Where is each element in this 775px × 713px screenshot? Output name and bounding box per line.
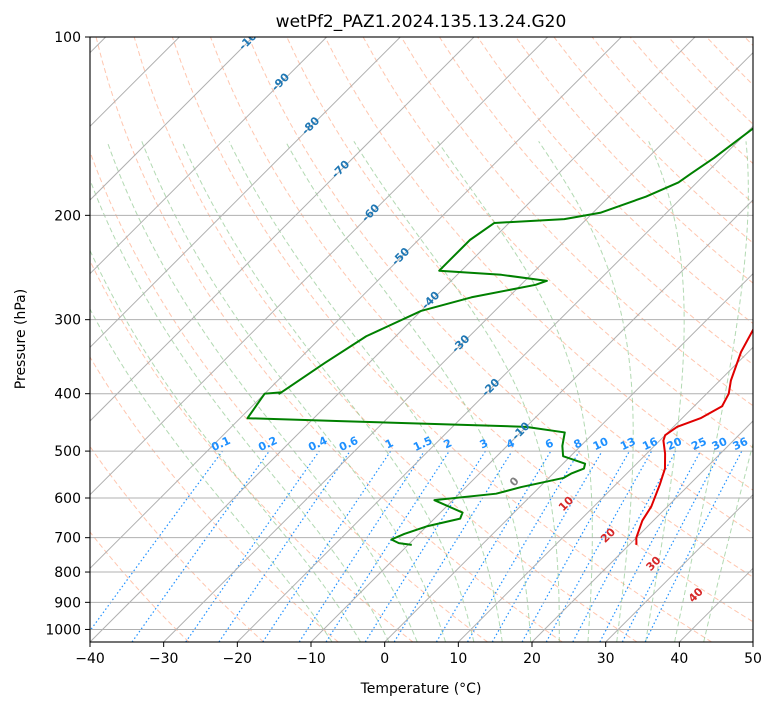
y-tick-label: 100 [54, 30, 81, 46]
mixing-ratio-label: 2 [442, 436, 454, 451]
plot-frame [90, 37, 753, 642]
isotherm-line [237, 37, 775, 642]
mixing-ratio-label: 36 [731, 435, 751, 453]
isotherm-line [0, 37, 327, 642]
moist-adiabat-line [49, 141, 360, 642]
y-tick-label: 600 [54, 491, 81, 507]
isotherm-line [0, 37, 474, 642]
moist-adiabat-line [704, 141, 775, 642]
x-tick-label: 0 [380, 651, 389, 667]
dry-adiabat-line [478, 37, 775, 642]
moist-adiabat-line [539, 141, 634, 642]
dry-adiabat-line [745, 37, 775, 642]
moist-adiabat-label: 10 [556, 494, 576, 514]
x-tick-label: −20 [223, 651, 253, 667]
isotherm-label: -50 [389, 245, 412, 268]
x-tick-label: 20 [523, 651, 541, 667]
isotherm-label: -80 [299, 114, 322, 137]
mixing-ratio-label: 1 [383, 436, 395, 451]
dry-adiabat-line [172, 37, 711, 642]
y-tick-label: 1000 [45, 622, 81, 638]
isotherm-line [458, 37, 775, 642]
mixing-ratio-line [546, 451, 651, 642]
dry-adiabats [0, 37, 775, 642]
mixing-ratio-label: 25 [689, 435, 708, 453]
y-tick-label: 200 [54, 208, 81, 224]
moist-adiabat-label: 20 [598, 525, 618, 545]
dry-adiabat-line [363, 37, 775, 642]
y-axis-ticks: 100 200 300 400 500 600 700 800 900 1000 [45, 30, 90, 638]
x-tick-label: 10 [449, 651, 467, 667]
dry-adiabat-line [20, 37, 413, 642]
moist-adiabat-line [182, 141, 474, 642]
isotherm-label: -70 [329, 158, 352, 181]
isotherm-line [90, 37, 695, 642]
isotherm-line [0, 37, 400, 642]
moist-adiabat-line [77, 141, 389, 642]
isotherm-label: -100 [236, 24, 265, 53]
x-tick-label: −40 [75, 651, 105, 667]
y-tick-label: 500 [54, 444, 81, 460]
mixing-ratio-label: 20 [665, 435, 685, 453]
mixing-ratio-label: 10 [591, 435, 611, 453]
mixing-ratio-lines [82, 451, 742, 642]
mixing-ratio-label: 16 [640, 435, 660, 453]
mixing-ratio-line [82, 451, 223, 642]
y-tick-label: 900 [54, 595, 81, 611]
x-tick-label: −30 [149, 651, 179, 667]
chart-title: wetPf2_PAZ1.2024.135.13.24.G20 [276, 12, 567, 32]
isotherms [0, 37, 775, 642]
dry-adiabat-line [0, 37, 264, 642]
x-tick-label: 30 [597, 651, 615, 667]
isotherm-label: -40 [419, 288, 442, 311]
dry-adiabat-line [554, 37, 775, 642]
x-tick-label: −10 [296, 651, 326, 667]
mixing-ratio-label: 6 [543, 436, 556, 451]
isotherm-line [0, 37, 253, 642]
isotherm-line [311, 37, 775, 642]
x-tick-label: 40 [670, 651, 688, 667]
isotherm-label: -30 [449, 332, 472, 355]
y-tick-label: 400 [54, 387, 81, 403]
mixing-ratio-line [326, 451, 449, 642]
isotherm-line [385, 37, 775, 642]
x-axis-label: Temperature (°C) [360, 681, 482, 697]
y-tick-label: 300 [54, 313, 81, 329]
y-tick-label: 800 [54, 565, 81, 581]
isotherm-label: -10 [509, 419, 532, 442]
grid-lines [90, 37, 753, 629]
isotherm-label: -60 [359, 201, 382, 224]
mixing-ratio-line [263, 451, 391, 642]
dry-adiabat-line [707, 37, 775, 642]
mixing-ratio-label: 3 [478, 436, 490, 451]
x-axis-ticks: −40 −30 −20 −10 0 10 20 30 40 50 [75, 642, 762, 667]
dry-adiabat-line [516, 37, 775, 642]
mixing-ratio-label: 30 [710, 435, 730, 453]
x-tick-label: 50 [744, 651, 762, 667]
dry-adiabat-line [0, 37, 338, 642]
isotherm-line [532, 37, 775, 642]
y-axis-label: Pressure (hPa) [13, 289, 29, 389]
moist-adiabat-label: 30 [644, 553, 664, 573]
y-tick-label: 700 [54, 531, 81, 547]
mixing-ratio-line [468, 451, 580, 642]
isotherm-label: -20 [479, 376, 502, 399]
dry-adiabat-line [58, 37, 488, 642]
mixing-ratio-label: 13 [618, 435, 637, 453]
isotherm-line [753, 37, 775, 642]
